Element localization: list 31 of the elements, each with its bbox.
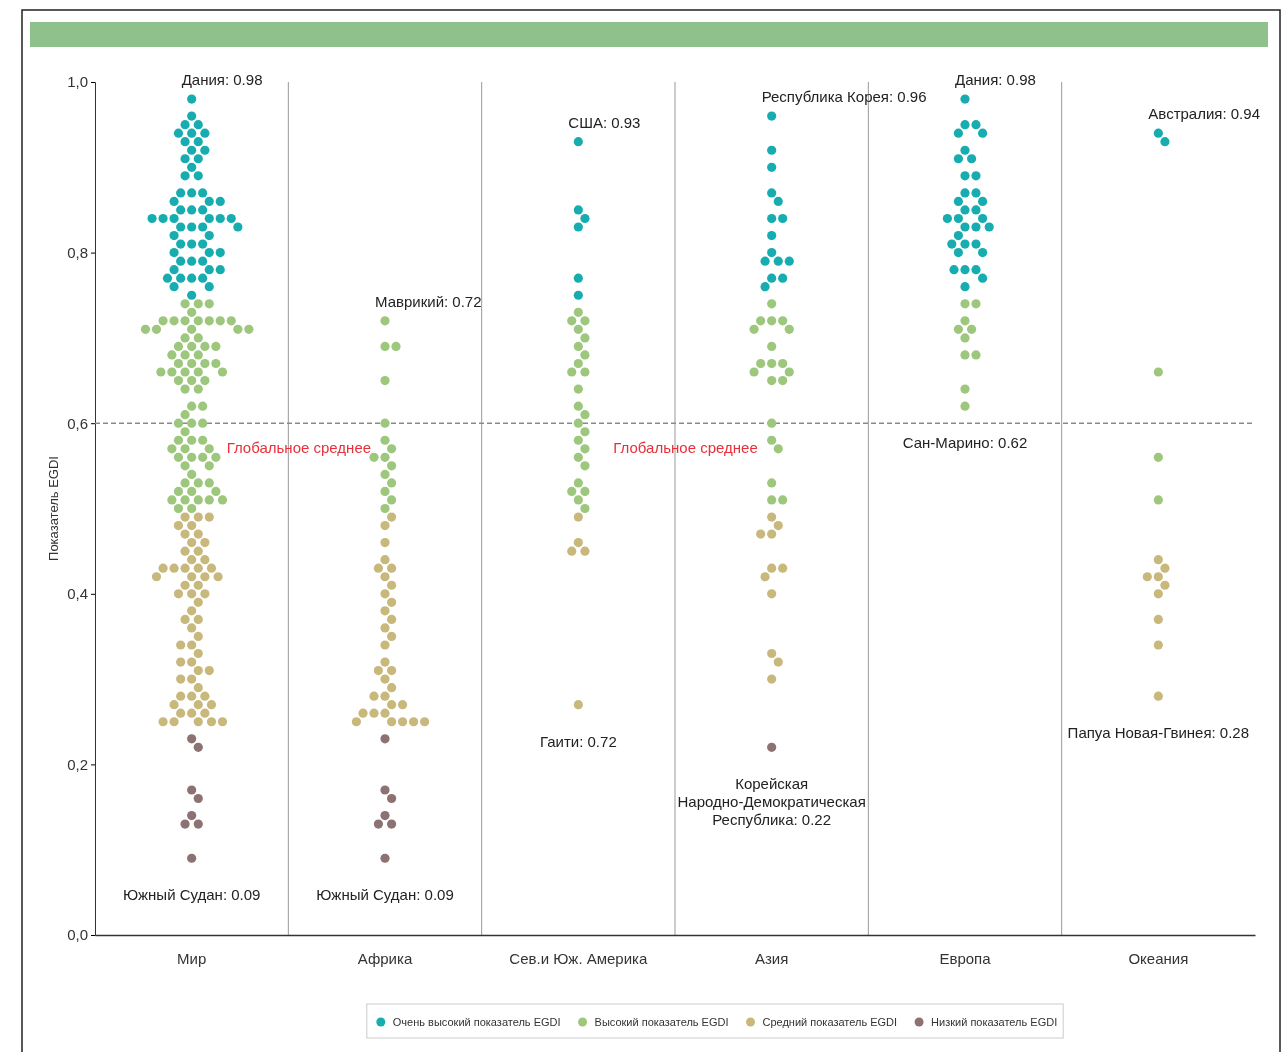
annotation: Гаити: 0.72 bbox=[539, 732, 617, 750]
y-tick-label: 0,4 bbox=[67, 585, 88, 603]
annotation: Дания: 0.98 bbox=[181, 71, 263, 89]
y-axis-title: Показатель EGDI bbox=[46, 456, 61, 561]
x-tick-label: Африка bbox=[357, 949, 413, 967]
x-tick-label: Азия bbox=[754, 949, 789, 967]
annotation: Сан-Марино: 0.62 bbox=[902, 434, 1028, 452]
y-tick-label: 0,6 bbox=[67, 414, 88, 432]
y-tick-label: 0,8 bbox=[67, 243, 88, 261]
x-tick-label: Европа bbox=[939, 949, 992, 967]
annotation: США: 0.93 bbox=[568, 113, 641, 131]
y-tick-label: 0,2 bbox=[67, 755, 88, 773]
x-tick-label: Сев.и Юж. Америка bbox=[509, 949, 648, 967]
annotation: Австралия: 0.94 bbox=[1148, 105, 1260, 123]
annotation: Дания: 0.98 bbox=[955, 71, 1036, 89]
annotation: Папуа Новая-Гвинея: 0.28 bbox=[1067, 724, 1250, 742]
x-tick-label: Мир bbox=[177, 949, 207, 967]
x-tick-label: Океания bbox=[1128, 949, 1189, 967]
annotation: Южный Судан: 0.09 bbox=[316, 886, 454, 904]
ref-line-label: Глобальное среднее bbox=[226, 439, 372, 457]
legend-label: Высокий показатель EGDI bbox=[594, 1016, 729, 1028]
y-tick-label: 0,0 bbox=[67, 926, 88, 944]
legend-label: Низкий показатель EGDI bbox=[931, 1016, 1058, 1028]
legend-label: Средний показатель EGDI bbox=[762, 1016, 898, 1028]
annotation: Южный Судан: 0.09 bbox=[122, 886, 261, 904]
annotation: Маврикий: 0.72 bbox=[375, 292, 482, 310]
y-tick-label: 1,0 bbox=[67, 73, 88, 91]
text: Глобальное среднее bbox=[613, 439, 758, 457]
annotation: Республика Корея: 0.96 bbox=[761, 88, 927, 106]
legend-label: Очень высокий показатель EGDI bbox=[392, 1016, 561, 1028]
annotation: Корейская Народно-Демократическая Республика: 0.22 bbox=[677, 775, 866, 829]
